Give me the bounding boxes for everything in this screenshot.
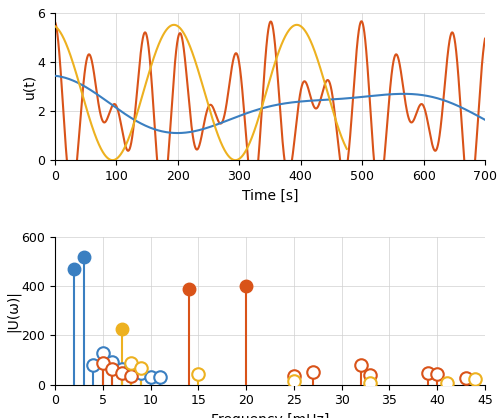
X-axis label: Time [s]: Time [s] bbox=[242, 189, 298, 202]
Y-axis label: |U(ω)|: |U(ω)| bbox=[6, 290, 20, 332]
X-axis label: Frequency [mHz]: Frequency [mHz] bbox=[211, 413, 329, 418]
Y-axis label: u(t): u(t) bbox=[22, 74, 36, 99]
